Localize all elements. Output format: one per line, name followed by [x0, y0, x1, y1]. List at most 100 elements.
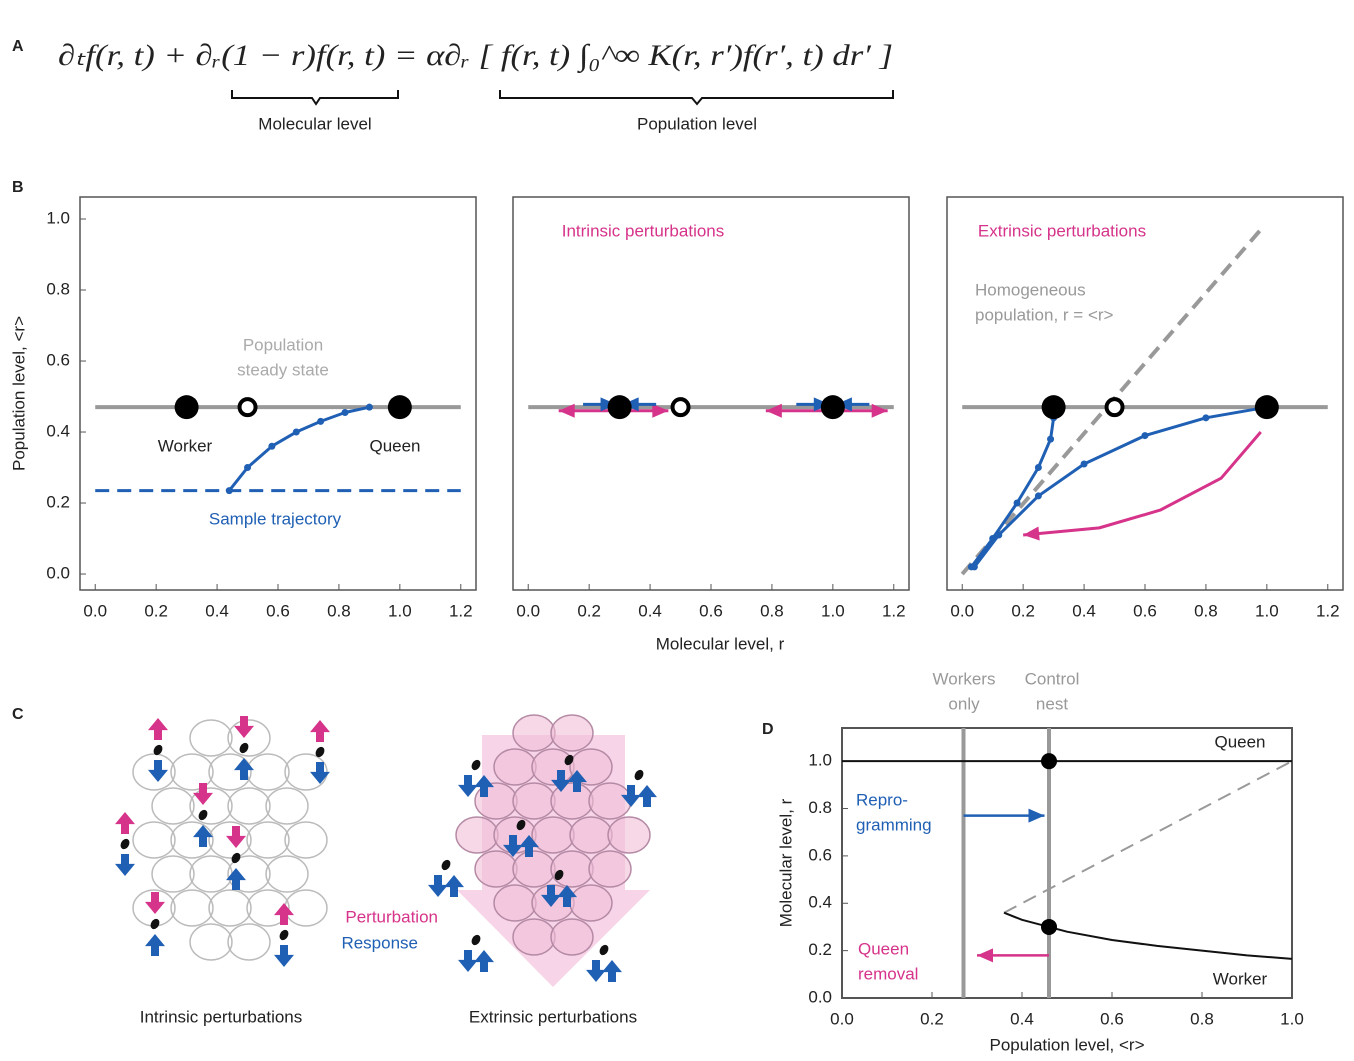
cell — [246, 889, 290, 927]
x-tick-label: 1.0 — [1255, 601, 1279, 620]
glyph-dot — [120, 838, 130, 850]
plot-frame — [79, 196, 477, 591]
trajectory-point — [970, 563, 978, 571]
x-tick-label: 0.0 — [950, 601, 974, 620]
cell — [265, 855, 309, 893]
annotation: Queen — [1214, 732, 1265, 751]
glyph-arrow — [519, 835, 539, 857]
y-tick-label: 0.6 — [46, 351, 70, 370]
annotation: nest — [1036, 694, 1068, 713]
cell — [284, 821, 328, 859]
plot: 0.0 0.2 0.4 0.6 0.8 1.0 1.2 Extrinsic perturbat… — [946, 196, 1344, 620]
arrowhead — [765, 403, 782, 418]
trajectory-point — [1047, 435, 1055, 443]
glyph-dot — [315, 746, 325, 758]
glyph-arrow — [474, 775, 494, 797]
cell — [227, 855, 271, 893]
unstable-point — [237, 397, 258, 418]
trajectory-point — [995, 531, 1003, 539]
cell — [151, 787, 195, 825]
trajectory-point — [317, 417, 325, 425]
x-tick-label: 0.2 — [1011, 601, 1035, 620]
arrowhead — [652, 403, 669, 418]
x-tick-label: 0.4 — [1010, 1009, 1034, 1028]
glyph-arrow — [474, 950, 494, 972]
y-tick-label: 1.0 — [808, 751, 832, 770]
x-tick-label: 1.0 — [388, 601, 412, 620]
trajectory-point — [1080, 460, 1088, 468]
trajectory-point — [1013, 499, 1021, 507]
trajectory-point — [1202, 414, 1210, 422]
y-tick-label: 0.2 — [808, 940, 832, 959]
cell — [550, 850, 594, 888]
legend-perturbation: Perturbation — [345, 907, 438, 926]
annotation: Worker — [158, 436, 213, 455]
trajectory-point — [1034, 464, 1042, 472]
panel-label: C — [12, 706, 24, 723]
annotation: population, r = <r> — [975, 305, 1114, 324]
y-tick-label: 0.6 — [808, 845, 832, 864]
glyph-dot — [231, 852, 241, 864]
glyph-arrow — [234, 716, 254, 738]
x-tick-label: 0.0 — [83, 601, 107, 620]
glyph-arrow — [557, 885, 577, 907]
glyph-arrow — [226, 826, 246, 848]
stable-point — [174, 395, 199, 420]
trajectory-point — [225, 487, 233, 495]
x-tick-label: 0.8 — [327, 601, 351, 620]
plot-frame — [512, 196, 910, 591]
brace — [499, 90, 894, 106]
glyph-arrow — [551, 770, 571, 792]
glyph-arrow — [586, 960, 606, 982]
x-tick-label: 0.6 — [266, 601, 290, 620]
glyph-dot — [564, 754, 574, 766]
cell — [493, 748, 537, 786]
y-tick-label: 1.0 — [46, 208, 70, 227]
glyph-arrow — [148, 760, 168, 782]
cell — [588, 782, 632, 820]
glyph-dot — [441, 859, 451, 871]
glyph-arrow — [541, 885, 561, 907]
glyph-arrow — [145, 892, 165, 914]
cell — [132, 821, 176, 859]
unstable-point — [1104, 397, 1125, 418]
glyph-arrow — [148, 718, 168, 740]
annotation: Queen — [369, 436, 420, 455]
cell — [189, 719, 233, 757]
trajectory-point — [244, 464, 252, 472]
x-tick-label: 0.8 — [760, 601, 784, 620]
panel-label: A — [12, 38, 24, 55]
glyph-dot — [150, 918, 160, 930]
stable-point — [1041, 918, 1057, 935]
y-axis-label: Molecular level, r — [776, 798, 795, 927]
cell — [512, 918, 556, 956]
cell — [208, 889, 252, 927]
annotation: gramming — [856, 815, 932, 834]
cell — [246, 753, 290, 791]
x-tick-label: 1.0 — [1280, 1009, 1304, 1028]
cell — [170, 889, 214, 927]
x-tick-label: 1.2 — [882, 601, 906, 620]
annotation: steady state — [237, 360, 329, 379]
x-tick-label: 0.4 — [638, 601, 662, 620]
cell — [284, 889, 328, 927]
arrowhead — [1023, 526, 1040, 541]
x-axis-label: Population level, <r> — [990, 1035, 1145, 1054]
series-line — [1023, 431, 1262, 537]
glyph-arrow — [193, 825, 213, 847]
glyph-arrow — [115, 854, 135, 876]
cell — [493, 884, 537, 922]
annotation: Population — [243, 335, 323, 354]
glyph-dot — [279, 929, 289, 941]
cell — [151, 855, 195, 893]
annotation: Queen — [858, 939, 909, 958]
annotation: Extrinsic perturbations — [978, 221, 1146, 240]
trajectory-point — [1141, 432, 1149, 440]
cell — [189, 923, 233, 961]
panel-label: B — [12, 179, 24, 196]
plot: 0.0 0.2 0.4 0.6 0.8 1.0 1.2 Molecular level, r I… — [512, 196, 910, 653]
glyph-arrow — [428, 875, 448, 897]
x-tick-label: 0.8 — [1194, 601, 1218, 620]
annotation: Intrinsic perturbations — [562, 221, 725, 240]
y-tick-label: 0.0 — [808, 987, 832, 1006]
